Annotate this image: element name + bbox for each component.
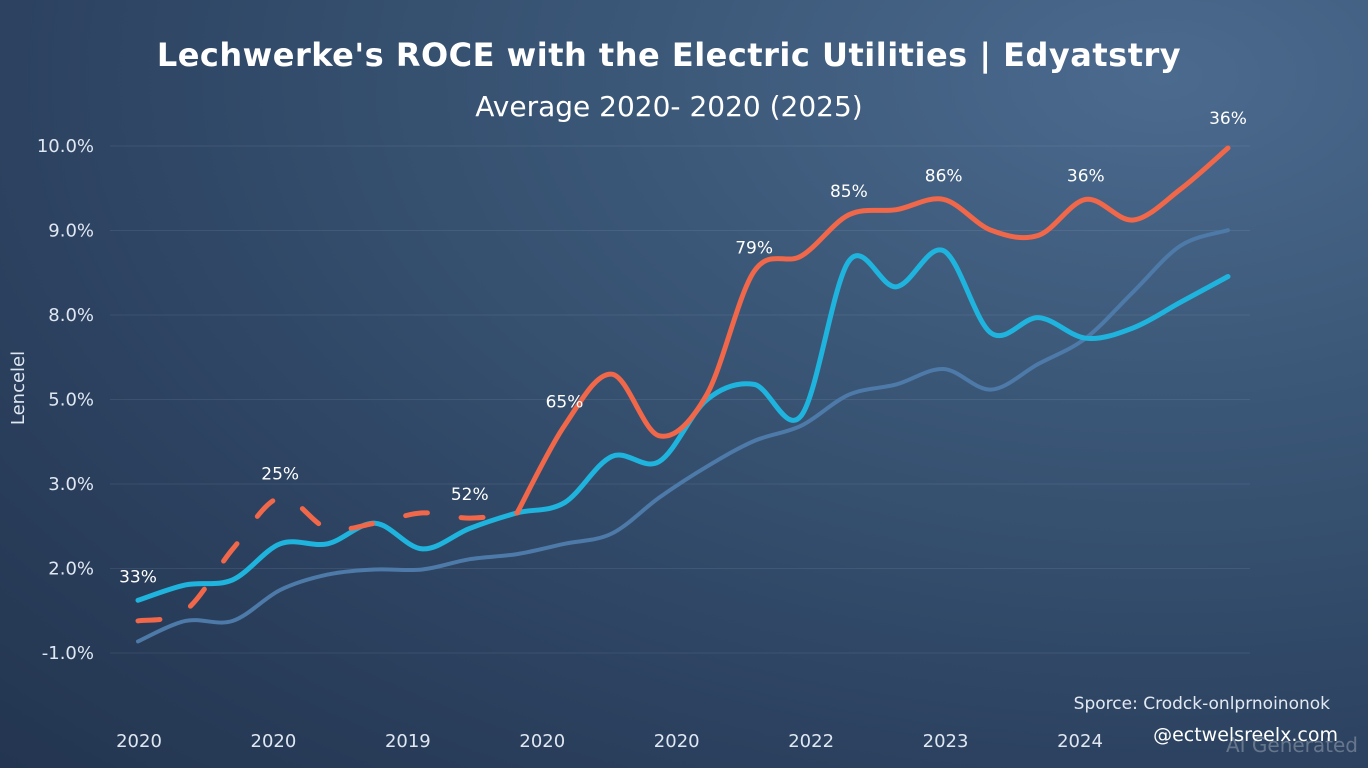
data-label: 79% — [735, 238, 773, 258]
series-lines — [135, 145, 1231, 644]
series-line — [514, 145, 1231, 516]
data-label: 25% — [261, 465, 299, 485]
grid-lines — [110, 145, 1250, 654]
x-axis-ticks: 2020 2020 2019 2020 2020 2022 2023 2024 — [116, 731, 1103, 752]
series-line-dashed — [135, 494, 520, 624]
data-labels: 33% 25% 52% 65% 79% 85% 86% 36% 36% — [119, 109, 1247, 587]
series-line — [136, 228, 1230, 644]
y-tick-label: 2.0% — [48, 559, 94, 580]
ai-watermark: AI Generated — [1225, 733, 1358, 757]
x-tick-label: 2022 — [788, 731, 834, 752]
data-label: 52% — [451, 485, 489, 505]
y-tick-label: 8.0% — [48, 305, 94, 326]
y-tick-label: 10.0% — [37, 136, 94, 157]
chart-title: Lechwerke's ROCE with the Electric Utili… — [156, 36, 1182, 74]
x-tick-label: 2024 — [1057, 731, 1103, 752]
website-handle: @ectwelsreelx.com — [1153, 724, 1338, 746]
data-label: 33% — [119, 567, 157, 587]
data-label: 36% — [1067, 166, 1105, 186]
x-tick-label: 2020 — [251, 731, 297, 752]
data-label: 85% — [830, 182, 868, 202]
y-tick-label: 3.0% — [48, 474, 94, 495]
x-tick-label: 2020 — [116, 731, 162, 752]
series-line — [135, 247, 1231, 603]
data-label: 86% — [925, 166, 963, 186]
y-axis-ticks: 10.0% 9.0% 8.0% 5.0% 3.0% 2.0% -1.0% — [37, 136, 94, 664]
x-tick-label: 2020 — [654, 731, 700, 752]
source-note: Sporce: Crodck-onlprnoinonok — [1073, 694, 1330, 714]
x-tick-label: 2019 — [385, 731, 431, 752]
y-tick-label: 5.0% — [48, 390, 94, 411]
y-tick-label: 9.0% — [48, 221, 94, 242]
chart-subtitle: Average 2020- 2020 (2025) — [475, 90, 863, 123]
x-tick-label: 2020 — [519, 731, 565, 752]
data-label: 36% — [1209, 109, 1247, 129]
data-label: 65% — [546, 393, 584, 413]
x-tick-label: 2023 — [923, 731, 969, 752]
y-tick-label: -1.0% — [42, 643, 94, 664]
